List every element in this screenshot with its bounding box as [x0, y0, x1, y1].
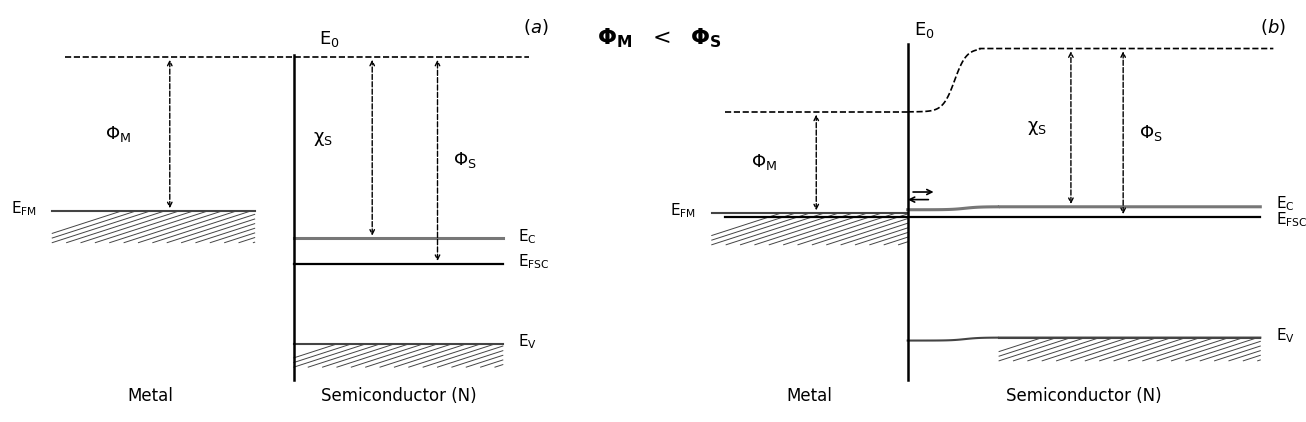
- Text: $\mathregular{E_C}$: $\mathregular{E_C}$: [1276, 195, 1294, 213]
- Text: Metal: Metal: [786, 387, 833, 405]
- Text: Metal: Metal: [127, 387, 174, 405]
- Text: Semiconductor (N): Semiconductor (N): [1006, 387, 1162, 405]
- Text: $\mathregular{E_{FSC}}$: $\mathregular{E_{FSC}}$: [1276, 211, 1306, 229]
- Text: $(a)$: $(a)$: [522, 17, 549, 38]
- Text: $\mathregular{E_{FM}}$: $\mathregular{E_{FM}}$: [10, 200, 37, 218]
- Text: $\mathregular{\Phi_S}$: $\mathregular{\Phi_S}$: [453, 150, 477, 170]
- Text: $\mathregular{E_C}$: $\mathregular{E_C}$: [518, 227, 537, 246]
- Text: $\mathregular{E_0}$: $\mathregular{E_0}$: [320, 29, 340, 49]
- Text: $\mathregular{E_V}$: $\mathregular{E_V}$: [1276, 326, 1296, 345]
- Text: $\mathregular{E_{FSC}}$: $\mathregular{E_{FSC}}$: [518, 252, 550, 271]
- Text: $\mathregular{\chi_S}$: $\mathregular{\chi_S}$: [1028, 119, 1047, 137]
- Text: $\mathregular{\chi_S}$: $\mathregular{\chi_S}$: [313, 130, 333, 148]
- Text: $\mathregular{E_V}$: $\mathregular{E_V}$: [518, 333, 538, 351]
- Text: $\mathregular{\Phi_M}$  $<$  $\mathregular{\Phi_S}$: $\mathregular{\Phi_M}$ $<$ $\mathregular…: [597, 26, 722, 50]
- Text: $\mathregular{E_{FM}}$: $\mathregular{E_{FM}}$: [670, 202, 696, 220]
- Text: Semiconductor (N): Semiconductor (N): [320, 387, 477, 405]
- Text: $\mathregular{\Phi_S}$: $\mathregular{\Phi_S}$: [1139, 123, 1162, 143]
- Text: $\mathregular{\Phi_M}$: $\mathregular{\Phi_M}$: [751, 152, 777, 173]
- Text: $\mathregular{\Phi_M}$: $\mathregular{\Phi_M}$: [104, 124, 131, 144]
- Text: $(b)$: $(b)$: [1260, 17, 1286, 38]
- Text: $\mathregular{E_0}$: $\mathregular{E_0}$: [914, 20, 935, 40]
